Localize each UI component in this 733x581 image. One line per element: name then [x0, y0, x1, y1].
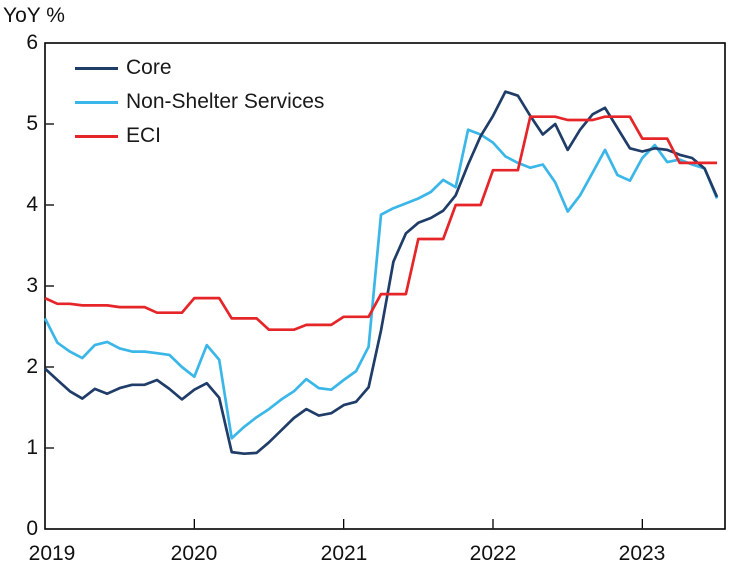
y-tick-label: 5 — [26, 112, 38, 135]
y-tick-label: 4 — [26, 193, 38, 216]
non-shelter-services-line — [43, 128, 719, 440]
legend-item-eci: ECI — [75, 119, 324, 153]
legend-label-non-shelter-services: Non-Shelter Services — [126, 90, 325, 113]
legend-label-eci: ECI — [126, 124, 162, 147]
x-tick-label: 2021 — [320, 542, 368, 565]
x-tick-label: 2022 — [469, 542, 517, 565]
y-tick-label: 0 — [26, 517, 38, 540]
legend: Core Non-Shelter Services ECI — [75, 51, 324, 153]
non-shelter-services-line-swatch — [75, 100, 118, 104]
x-tick-label: 2020 — [170, 542, 218, 565]
legend-item-non-shelter-services: Non-Shelter Services — [75, 85, 324, 119]
core-line — [44, 90, 719, 456]
legend-item-core: Core — [75, 51, 324, 85]
x-tick-label: 2019 — [28, 542, 76, 565]
eci-line-swatch — [75, 134, 118, 138]
eci-line — [44, 115, 717, 332]
x-tick-label: 2023 — [618, 542, 666, 565]
legend-label-core: Core — [126, 56, 172, 79]
chart-title: YoY % — [3, 4, 65, 27]
y-tick-label: 2 — [26, 355, 38, 378]
y-tick-label: 3 — [26, 274, 38, 297]
core-line-swatch — [75, 66, 118, 70]
y-tick-label: 6 — [26, 31, 38, 54]
chart-frame — [44, 42, 726, 530]
y-tick-label: 1 — [26, 436, 38, 459]
